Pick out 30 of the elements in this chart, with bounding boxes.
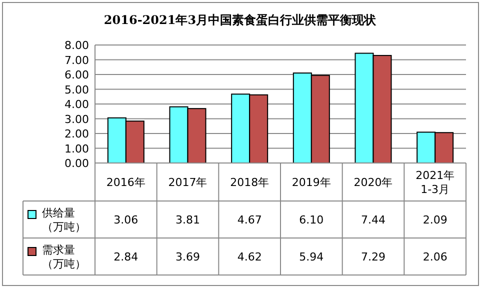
data-label: 3.69 (176, 250, 200, 264)
legend-label: 需求量（万吨） (42, 244, 86, 270)
data-label: 2.84 (114, 250, 138, 264)
x-tick-label: 2016年 (106, 176, 146, 189)
x-tick-label: 2018年 (230, 176, 270, 189)
y-tick-label: 4.00 (64, 98, 89, 111)
data-label: 7.44 (361, 214, 386, 226)
x-tick-label: 2019年 (292, 176, 331, 189)
y-tick-label: 6.00 (64, 68, 89, 82)
y-tick-label: 7.00 (64, 54, 89, 67)
y-tick-label: 5.00 (64, 83, 89, 96)
data-label: 4.67 (237, 214, 262, 226)
chart-title: 2016-2021年3月中国素食蛋白行业供需平衡现状 (104, 13, 378, 27)
y-tick-label: 8.00 (64, 39, 89, 52)
x-tick-label: 2017年 (168, 176, 208, 189)
data-label: 3.81 (176, 214, 200, 226)
y-tick-label: 0.00 (64, 157, 89, 170)
data-label: 7.29 (361, 250, 386, 264)
y-tick-label: 1.00 (64, 142, 89, 156)
x-tick-label: 2021年1-3月 (416, 169, 455, 196)
x-tick-label: 2020年 (354, 176, 393, 189)
data-label: 5.94 (299, 250, 324, 264)
data-label: 6.10 (299, 214, 324, 226)
data-label: 3.06 (114, 214, 138, 226)
data-label: 4.62 (237, 250, 262, 264)
legend-label: 供给量（万吨） (42, 206, 86, 234)
y-tick-label: 2.00 (64, 128, 89, 140)
y-tick-label: 3.00 (64, 112, 89, 126)
data-label: 2.06 (422, 250, 448, 264)
data-label: 2.09 (422, 214, 448, 226)
